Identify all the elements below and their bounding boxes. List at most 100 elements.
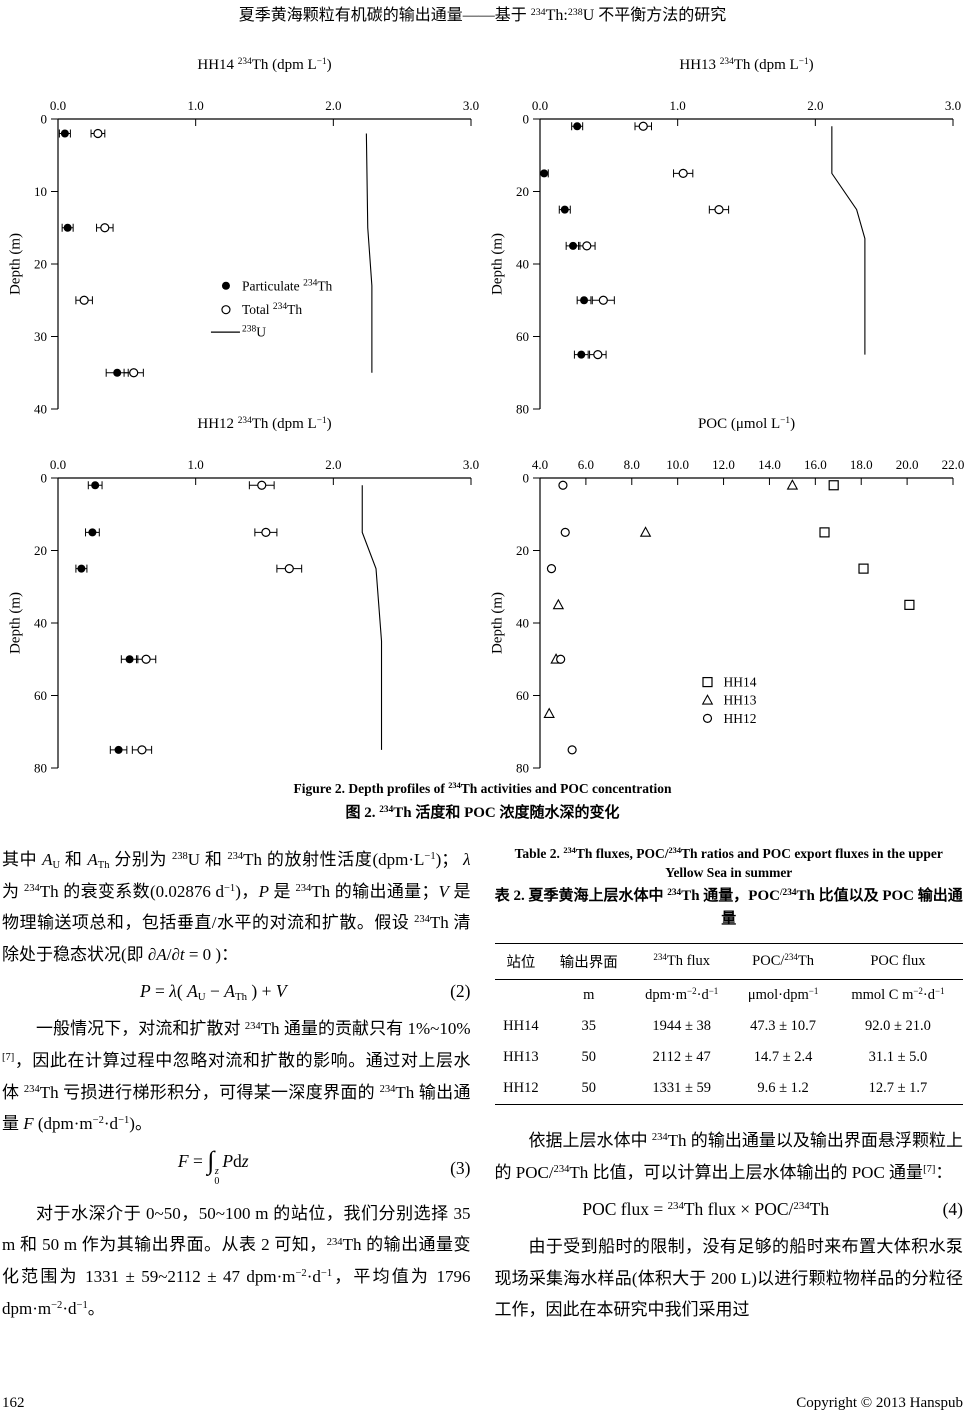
page-number: 162	[2, 1395, 25, 1411]
y-tick-label: 80	[34, 761, 47, 776]
x-tick-label: 6.0	[578, 457, 594, 472]
chart-canvas-hh12: 0.0 1.0 2.0 3.0 0 20 40 60 80	[34, 457, 479, 776]
y-tick-label: 60	[516, 688, 529, 703]
x-tick-label: 2.0	[807, 98, 823, 113]
table-row: HH13 50 2112 ± 47 14.7 ± 2.4 31.1 ± 5.0	[495, 1042, 964, 1073]
series-particulate-234th	[539, 122, 592, 359]
chart-hh12: HH12 234Th (dpm L−1) Depth (m) 0.0 1.0 2.0…	[0, 414, 482, 776]
y-tick-label: 0	[41, 471, 48, 486]
series-238u	[365, 133, 373, 373]
table-cell: 2112 ± 47	[652, 1049, 711, 1065]
y-tick-label: 20	[34, 257, 47, 272]
chart-canvas-hh13: 0.0 1.0 2.0 3.0 0 20 40 60 80	[516, 98, 961, 417]
table-cell: 1944 ± 38	[652, 1018, 712, 1034]
table-header-cell: 站位	[506, 955, 536, 971]
chart-poc: POC (μmol L−1) Depth (m) 4.0 6.0 8.0 10.0 12…	[482, 414, 965, 776]
x-tick-label: 18.0	[850, 457, 873, 472]
x-tick-label: 2.0	[325, 457, 341, 472]
chart-title-hh12: HH12 234Th (dpm L−1)	[197, 415, 332, 432]
page-footer: 162 Copyright © 2013 Hanspub	[2, 1395, 963, 1412]
table-unit-cell: mmol C m−2·d−1	[851, 986, 945, 1003]
y-tick-label: 30	[34, 329, 47, 344]
figure-caption-zh: 图 2. 234Th 活度和 POC 浓度随水深的变化	[345, 804, 620, 821]
x-tick-label: 8.0	[624, 457, 640, 472]
table-header-cell: 234Th flux	[653, 952, 710, 969]
equation-number: (3)	[450, 1158, 471, 1179]
series-total-234th	[75, 128, 144, 378]
table-unit-cell: μmol·dpm−1	[747, 986, 819, 1003]
table-cell: HH13	[503, 1049, 539, 1065]
table-cell: 47.3 ± 10.7	[750, 1018, 817, 1034]
y-tick-label: 20	[516, 543, 529, 558]
table-row: HH14 35 1944 ± 38 47.3 ± 10.7 92.0 ± 21.0	[495, 1011, 964, 1042]
table-unit-cell: dpm·m−2·d−1	[645, 986, 719, 1003]
x-tick-label: 12.0	[712, 457, 735, 472]
x-tick-label: 1.0	[188, 457, 204, 472]
legend-label: Particulate 234Th	[242, 278, 333, 293]
paragraph: 依据上层水体中 234Th 的输出通量以及输出界面悬浮颗粒上的 POC/234T…	[494, 1131, 964, 1182]
chart-title-poc: POC (μmol L−1)	[697, 415, 796, 432]
y-tick-label: 60	[34, 688, 47, 703]
equation-number: (2)	[450, 981, 471, 1002]
axes: 4.0 6.0 8.0 10.0 12.0 14.0 16.0 18.0 20.0 22.0 0 20…	[516, 457, 964, 776]
equation: POC flux = 234Th flux × POC/234Th (4)	[582, 1199, 963, 1220]
chart-title-hh13: HH13 234Th (dpm L−1)	[679, 56, 814, 73]
x-tick-label: 3.0	[463, 98, 479, 113]
table-unit-cell	[495, 980, 548, 1012]
legend-label: 238U	[242, 325, 266, 340]
paragraph: 其中 AU 和 ATh 分别为 238U 和 234Th 的放射性活度(dpm·…	[2, 850, 471, 964]
series-total-234th	[578, 121, 730, 360]
right-column: Table 2. 234Th fluxes, POC/234Th ratios …	[494, 844, 964, 1326]
table-cell: 50	[581, 1080, 596, 1096]
series-particulate-234th	[58, 129, 129, 377]
legend-label: Total 234Th	[242, 302, 302, 317]
y-tick-label: 40	[516, 616, 529, 631]
y-tick-label: 0	[523, 471, 530, 486]
series-hh13	[543, 479, 799, 718]
axes: 0.0 1.0 2.0 3.0 0 20 40 60 80	[34, 457, 479, 776]
table-cell: 50	[581, 1049, 596, 1065]
series-hh12	[546, 480, 577, 755]
figure-2: HH14 234Th (dpm L−1) Depth (m) 0.0 1.0 2.0…	[0, 55, 965, 776]
table-cell: 35	[581, 1018, 596, 1034]
y-tick-label: 20	[34, 543, 47, 558]
equation: F = ∫ z 0 Pdz (3)	[177, 1145, 471, 1187]
table-unit-cell: m	[583, 987, 595, 1003]
y-tick-label: 60	[516, 329, 529, 344]
chart-hh14: HH14 234Th (dpm L−1) Depth (m) 0.0 1.0 2.0…	[0, 55, 482, 417]
series-hh14	[819, 480, 915, 610]
x-tick-label: 14.0	[758, 457, 781, 472]
legend-label: HH14	[723, 675, 756, 690]
table-cell: 9.6 ± 1.2	[757, 1080, 809, 1096]
series-total-234th	[131, 480, 303, 755]
y-tick-label: 80	[516, 402, 529, 417]
table-cell: HH14	[503, 1018, 539, 1034]
chart-hh13: HH13 234Th (dpm L−1) Depth (m) 0.0 1.0 2.0…	[482, 55, 965, 417]
chart-canvas-hh14: 0.0 1.0 2.0 3.0 0 10 20 30 40 Particulate 234Th To…	[34, 98, 479, 417]
legend-label: HH13	[723, 693, 756, 708]
table-cell: 92.0 ± 21.0	[864, 1018, 931, 1034]
x-tick-label: 16.0	[804, 457, 827, 472]
copyright-notice: Copyright © 2013 Hanspub	[796, 1395, 963, 1411]
y-tick-label: 80	[516, 761, 529, 776]
axes: 0.0 1.0 2.0 3.0 0 10 20 30 40	[34, 98, 479, 417]
left-column: 其中 AU 和 ATh 分别为 238U 和 234Th 的放射性活度(dpm·…	[2, 844, 471, 1326]
x-tick-label: 0.0	[50, 98, 66, 113]
table-cell: 12.7 ± 1.7	[868, 1080, 928, 1096]
chart-title-hh14: HH14 234Th (dpm L−1)	[197, 56, 332, 73]
legend-label: HH12	[723, 711, 756, 726]
table-cell: 1331 ± 59	[652, 1080, 712, 1096]
y-tick-label: 20	[516, 184, 529, 199]
table-header-row: 站位 输出界面 234Th flux POC/234Th POC flux	[494, 944, 963, 980]
series-particulate-234th	[75, 481, 139, 754]
x-tick-label: 0.0	[532, 98, 548, 113]
table-row: HH12 50 1331 ± 59 9.6 ± 1.2 12.7 ± 1.7	[494, 1073, 963, 1105]
table-cell: 31.1 ± 5.0	[868, 1049, 928, 1065]
equation-number: (4)	[942, 1199, 963, 1220]
table-units-row: m dpm·m−2·d−1 μmol·dpm−1 mmol C m−2·d−1	[495, 980, 964, 1012]
equation: P = λ( AU − ATh ) + V (2)	[139, 981, 471, 1004]
two-column-text: 其中 AU 和 ATh 分别为 238U 和 234Th 的放射性活度(dpm·…	[0, 844, 965, 1326]
x-tick-label: 20.0	[896, 457, 919, 472]
table-cell: HH12	[503, 1080, 539, 1096]
